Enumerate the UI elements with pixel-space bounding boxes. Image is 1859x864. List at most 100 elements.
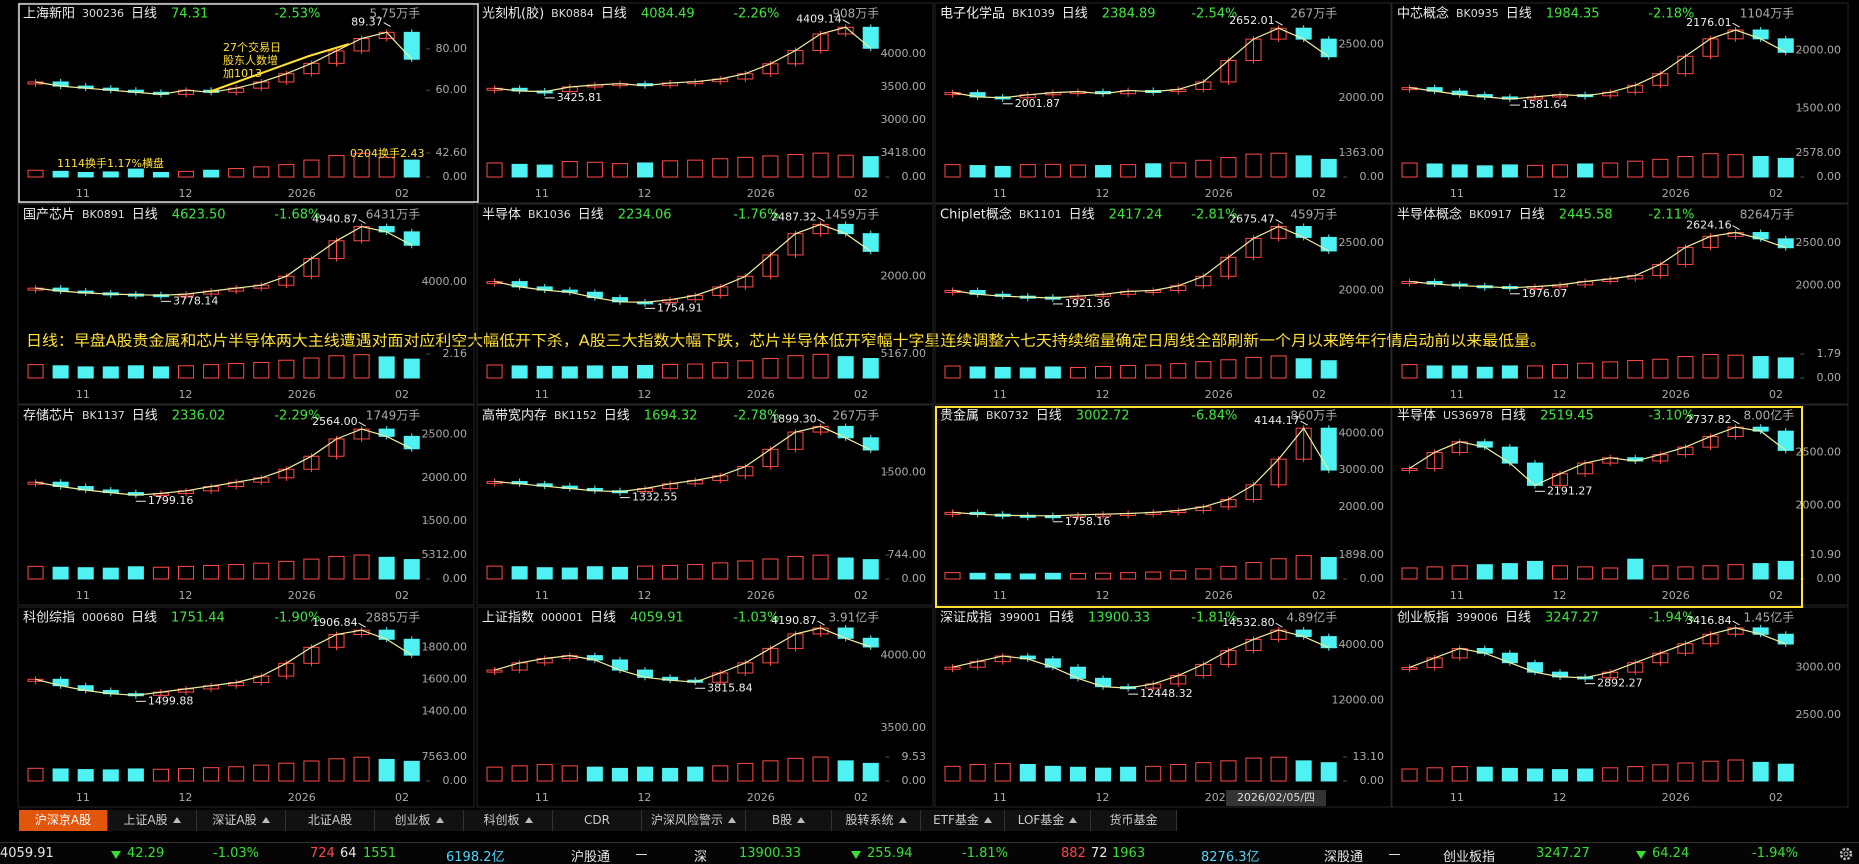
tab[interactable]: 创业板 [375, 810, 464, 831]
panel-name: 深证成指 [940, 611, 992, 626]
volume-bar [636, 565, 654, 580]
tab[interactable]: 股转系统 [832, 810, 921, 831]
volume-bar [1094, 365, 1112, 379]
tab[interactable]: CDR [553, 810, 642, 831]
sz-flat: 72 [1091, 846, 1108, 861]
sz-index: 13900.33 [739, 846, 802, 861]
volume-bar [1602, 361, 1619, 379]
high-arrow [817, 216, 825, 222]
panel-period: 日线 [590, 611, 616, 626]
y-tick-label: 60.00 [436, 83, 468, 96]
volume-bar [403, 760, 420, 782]
tab[interactable]: ETF基金 [921, 810, 1005, 831]
volume-bar [1451, 365, 1468, 379]
volume-bar [1526, 164, 1543, 178]
volume-bar [511, 566, 528, 580]
x-tick-label: 11 [993, 589, 1007, 602]
panel-frame [1391, 2, 1849, 204]
panel-code: 399001 [999, 611, 1041, 624]
volume-bar [1220, 157, 1237, 178]
panel-period: 日线 [1519, 208, 1545, 223]
vol-tick-label: 0.00 [1817, 170, 1842, 183]
volume-bar [1727, 759, 1744, 782]
volume-bar [1170, 570, 1187, 580]
vol-tick-label: 0.00 [443, 774, 468, 787]
volume-bar [712, 158, 729, 178]
sh-amount: 6198.2亿 [446, 850, 505, 864]
x-tick-label: 02 [854, 388, 868, 401]
panel-code: BK0917 [1469, 208, 1512, 221]
volume-bar [1702, 760, 1719, 782]
vol-tick-label: 0.00 [1360, 572, 1385, 585]
y-tick-label: 2000.00 [1339, 283, 1385, 296]
x-tick-label: 12 [1552, 187, 1566, 200]
x-tick-label: 11 [76, 791, 90, 804]
panel-name: 光刻机(胶) [482, 6, 544, 22]
volume-bar [1170, 764, 1187, 782]
volume-bar [102, 366, 119, 379]
volume-bar [611, 767, 628, 782]
tab[interactable]: LOF基金 [1005, 810, 1091, 831]
candle [862, 233, 879, 252]
volume-bar [228, 766, 245, 782]
volume-bar [1577, 163, 1594, 178]
panel-period: 日线 [604, 409, 630, 424]
tab[interactable]: 货币基金 [1091, 810, 1177, 831]
y-tick-label: 4000.00 [881, 47, 927, 60]
high-arrow [1300, 420, 1308, 426]
panel-volume: 459万手 [1290, 208, 1337, 222]
volume-bar [203, 364, 220, 379]
volume-bar [1501, 563, 1518, 580]
y-tick-label: 2500.00 [1796, 236, 1842, 249]
close-line [35, 428, 412, 496]
panel-price: 2234.06 [618, 208, 672, 223]
volume-bar [27, 767, 44, 782]
volume-bar [511, 163, 528, 178]
panel-code: 399006 [1456, 611, 1498, 624]
x-tick-label: 2026 [1662, 388, 1690, 401]
volume-bar [203, 767, 220, 782]
annotation: 股东人数增 [223, 53, 278, 67]
tab[interactable]: 深证A股 [197, 810, 286, 831]
volume-bar [1220, 565, 1237, 580]
volume-bar [77, 769, 94, 782]
volume-bar [1120, 164, 1137, 178]
vol-tick-label: 744.00 [888, 548, 927, 561]
tab[interactable]: 沪深京A股 [19, 810, 108, 831]
panel-change: -2.29% [274, 409, 320, 424]
volume-bar [1019, 764, 1036, 782]
volume-bar [1120, 766, 1137, 782]
tab[interactable]: 北证A股 [286, 810, 375, 831]
sz-up: 882 [1061, 846, 1086, 861]
volume-bar [1094, 767, 1112, 782]
tab[interactable]: B股 [746, 810, 832, 831]
hk-sh[interactable]: 沪股通 [571, 850, 611, 864]
panel-volume: 1104万手 [1740, 7, 1795, 21]
high-arrow [1275, 20, 1283, 26]
x-tick-label: 02 [395, 388, 409, 401]
annotation: 0204换手2.43 [350, 146, 425, 160]
vol-tick-label: 0.00 [902, 774, 927, 787]
vol-tick-label: 0.00 [1360, 774, 1385, 787]
panel-price: 2336.02 [172, 409, 226, 424]
y-tick-label: 2000.00 [422, 471, 468, 484]
tab[interactable]: 沪深风险警示 [642, 810, 746, 831]
volume-bar [636, 364, 654, 379]
tab[interactable]: 科创板 [464, 810, 553, 831]
tab[interactable]: 上证A股 [108, 810, 197, 831]
hk-sz[interactable]: 深股通 [1324, 850, 1364, 864]
volume-bar [127, 566, 144, 580]
high-arrow [358, 421, 366, 427]
overlay-note: 日线：早盘A股贵金属和芯片半导体两大主线遭遇对面对应利空大幅低开下杀，A股三大指… [26, 332, 1546, 350]
low-label: 1758.16 [1065, 515, 1111, 528]
volume-bar [378, 556, 395, 580]
x-tick-label: 2026 [1662, 589, 1690, 602]
volume-bar [1476, 165, 1493, 178]
volume-bar [837, 557, 854, 580]
volume-bar [1245, 757, 1262, 782]
settings-icon[interactable] [1838, 846, 1854, 862]
panel-code: BK0891 [82, 208, 125, 221]
volume-bar [378, 156, 395, 178]
panel-price: 1984.35 [1546, 7, 1600, 22]
panel-change: -2.11% [1648, 208, 1694, 223]
